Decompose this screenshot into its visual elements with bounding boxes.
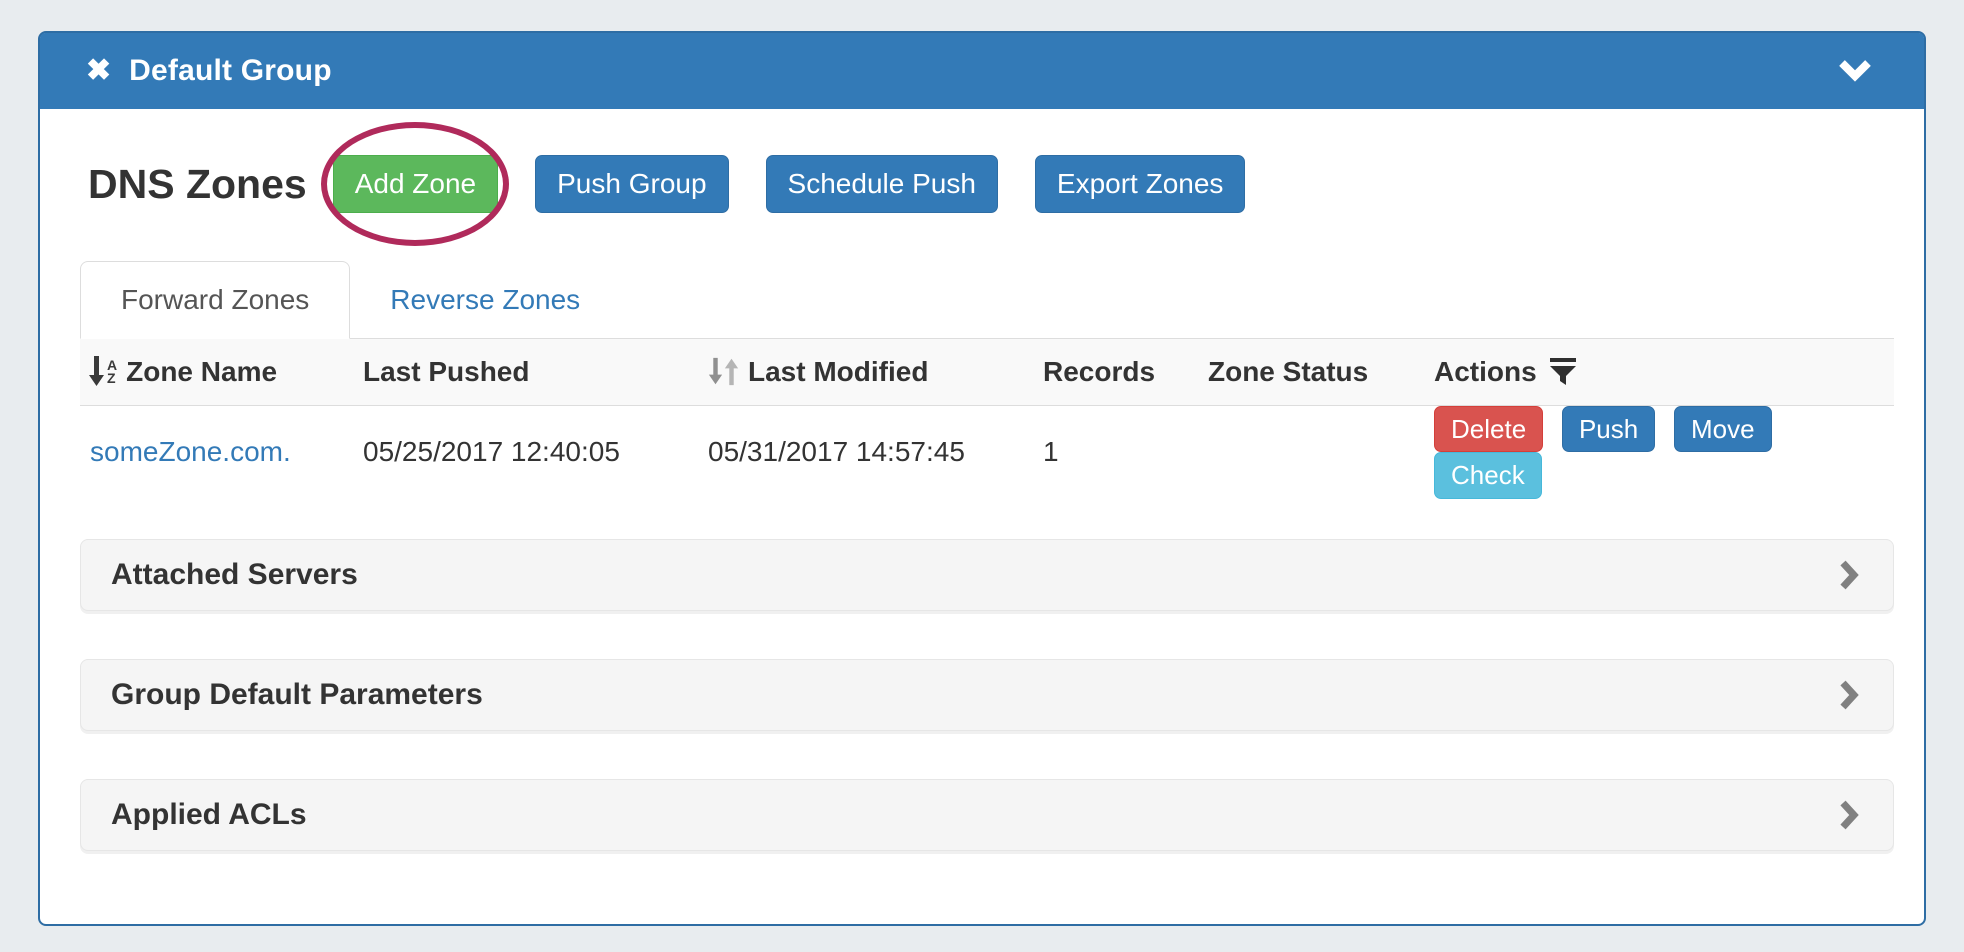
group-panel: ✖ Default Group DNS Zones Add Zone Push … bbox=[38, 31, 1926, 926]
chevron-right-icon bbox=[1839, 560, 1859, 590]
check-button[interactable]: Check bbox=[1434, 452, 1542, 499]
records-cell: 1 bbox=[1043, 436, 1059, 468]
col-zone-name[interactable]: Zone Name bbox=[126, 355, 278, 387]
chevron-right-icon bbox=[1839, 800, 1859, 830]
table-row: someZone.com. 05/25/2017 12:40:05 05/31/… bbox=[80, 405, 1894, 499]
filter-icon[interactable] bbox=[1549, 357, 1576, 386]
sort-icon[interactable] bbox=[708, 356, 739, 387]
chevron-down-icon[interactable] bbox=[1838, 59, 1872, 83]
push-button[interactable]: Push bbox=[1561, 405, 1656, 453]
zones-table-header-row: A Z Zone Name Last Pushed bbox=[80, 338, 1894, 406]
tab-forward-zones[interactable]: Forward Zones bbox=[80, 261, 351, 339]
col-last-pushed[interactable]: Last Pushed bbox=[363, 355, 530, 387]
export-zones-button[interactable]: Export Zones bbox=[1034, 154, 1246, 214]
zones-tabs: Forward Zones Reverse Zones bbox=[80, 261, 1894, 339]
accordion-attached-servers[interactable]: Attached Servers bbox=[80, 538, 1894, 611]
actions-cell: Delete Push Move Check bbox=[1434, 405, 1894, 499]
group-panel-body: DNS Zones Add Zone Push Group Schedule P… bbox=[40, 109, 1924, 851]
page-title: DNS Zones bbox=[88, 160, 307, 207]
last-modified-cell: 05/31/2017 14:57:45 bbox=[708, 436, 965, 468]
add-zone-annotated: Add Zone bbox=[321, 122, 510, 246]
accordion-title: Applied ACLs bbox=[111, 797, 307, 831]
col-actions: Actions bbox=[1434, 355, 1537, 387]
accordion-title: Group Default Parameters bbox=[111, 677, 483, 711]
move-button[interactable]: Move bbox=[1673, 405, 1772, 453]
sort-alpha-asc-icon[interactable]: A Z bbox=[88, 356, 117, 387]
push-group-button[interactable]: Push Group bbox=[535, 154, 729, 214]
last-pushed-cell: 05/25/2017 12:40:05 bbox=[363, 436, 620, 468]
accordion-section: Attached Servers Group Default Parameter… bbox=[80, 538, 1894, 851]
group-panel-header: ✖ Default Group bbox=[40, 33, 1924, 109]
sort-alpha-bottom-letter: Z bbox=[107, 369, 116, 386]
close-icon[interactable]: ✖ bbox=[86, 54, 112, 87]
col-last-modified[interactable]: Last Modified bbox=[748, 355, 929, 387]
dns-zones-toolbar: DNS Zones Add Zone Push Group Schedule P… bbox=[80, 122, 1894, 246]
sort-alpha-top-letter: A bbox=[107, 356, 118, 373]
zones-table: A Z Zone Name Last Pushed bbox=[80, 338, 1894, 499]
col-records[interactable]: Records bbox=[1043, 355, 1156, 387]
zone-name-link[interactable]: someZone.com. bbox=[90, 436, 291, 468]
tab-reverse-zones[interactable]: Reverse Zones bbox=[390, 284, 581, 315]
accordion-applied-acls[interactable]: Applied ACLs bbox=[80, 778, 1894, 851]
accordion-title: Attached Servers bbox=[111, 557, 358, 591]
schedule-push-button[interactable]: Schedule Push bbox=[765, 154, 998, 214]
delete-button[interactable]: Delete bbox=[1434, 405, 1544, 453]
add-zone-button[interactable]: Add Zone bbox=[332, 154, 499, 214]
zone-status-cell bbox=[1208, 405, 1434, 499]
accordion-group-default-parameters[interactable]: Group Default Parameters bbox=[80, 658, 1894, 731]
col-zone-status[interactable]: Zone Status bbox=[1208, 355, 1369, 387]
chevron-right-icon bbox=[1839, 680, 1859, 710]
panel-title: Default Group bbox=[129, 54, 332, 87]
